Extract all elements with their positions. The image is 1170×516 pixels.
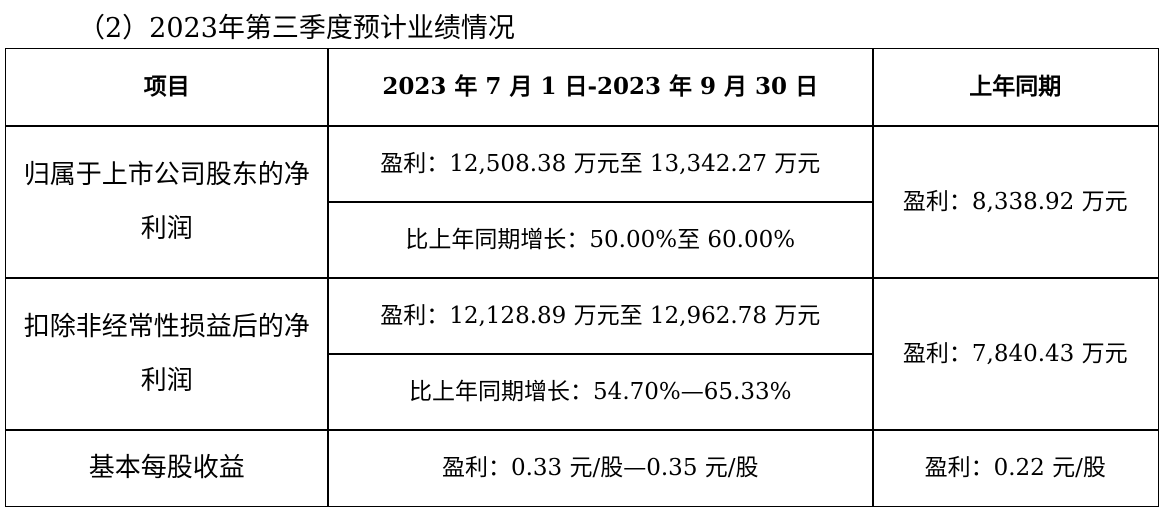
header-cell: 项目	[5, 48, 329, 127]
item-label: 归属于上市公司股东的净利润	[23, 159, 310, 244]
current-value-cell: 盈利：12,128.89 万元至 12,962.78 万元	[327, 277, 874, 355]
item-label-cell: 归属于上市公司股东的净利润	[5, 125, 329, 279]
header-cell: 上年同期	[872, 48, 1159, 127]
current-value-cell: 盈利：0.33 元/股—0.35 元/股	[327, 429, 874, 507]
prior-value-cell: 盈利：8,338.92 万元	[872, 125, 1159, 279]
current-value: 比上年同期增长：50.00%至 60.00%	[405, 226, 796, 253]
header: 上年同期	[969, 73, 1062, 101]
current-value: 盈利：12,508.38 万元至 13,342.27 万元	[380, 150, 821, 177]
current-value: 盈利：0.33 元/股—0.35 元/股	[441, 454, 759, 481]
prior-value-cell: 盈利：0.22 元/股	[872, 429, 1159, 507]
header: 项目	[143, 73, 190, 101]
prior-value-cell: 盈利：7,840.43 万元	[872, 277, 1159, 431]
prior-value: 盈利：7,840.43 万元	[902, 340, 1128, 367]
item-label: 扣除非经常性损益后的净利润	[23, 311, 310, 396]
prior-value: 盈利：0.22 元/股	[924, 454, 1106, 481]
prior-value: 盈利：8,338.92 万元	[902, 188, 1128, 215]
current-value-cell: 比上年同期增长：50.00%至 60.00%	[327, 201, 874, 279]
current-value-cell: 比上年同期增长：54.70%—65.33%	[327, 353, 874, 431]
header-cell: 2023 年 7 月 1 日-2023 年 9 月 30 日	[327, 48, 874, 127]
current-value-cell: 盈利：12,508.38 万元至 13,342.27 万元	[327, 125, 874, 203]
section-title: （2）2023年第三季度预计业绩情况	[78, 13, 515, 44]
current-value: 比上年同期增长：54.70%—65.33%	[409, 378, 792, 405]
item-label-cell: 基本每股收益	[5, 429, 329, 507]
item-label: 基本每股收益	[88, 452, 245, 483]
item-label-cell: 扣除非经常性损益后的净利润	[5, 277, 329, 431]
header: 2023 年 7 月 1 日-2023 年 9 月 30 日	[382, 73, 819, 101]
current-value: 盈利：12,128.89 万元至 12,962.78 万元	[380, 302, 821, 329]
